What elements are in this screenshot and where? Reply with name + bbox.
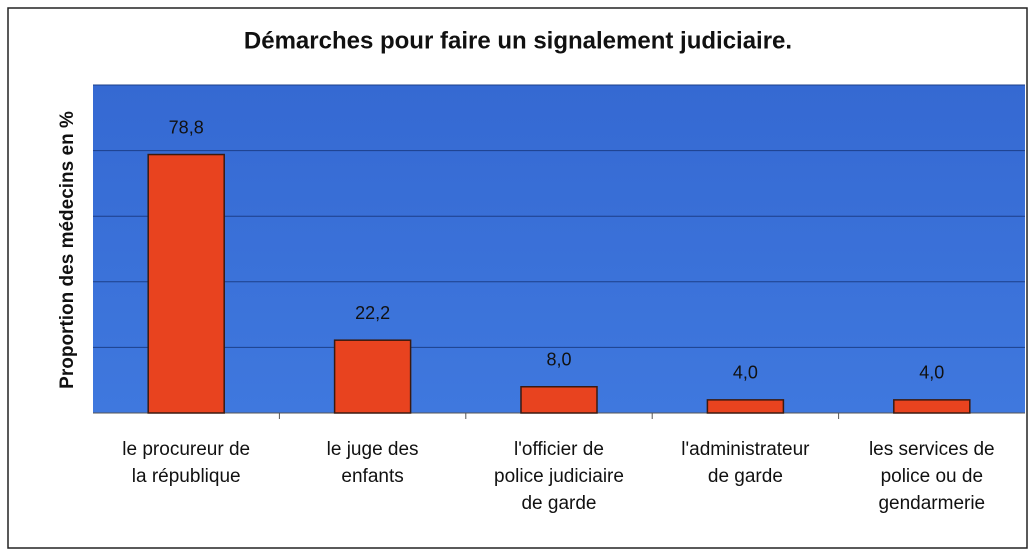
x-tick-label: l'officier de police judiciaire de garde — [494, 439, 624, 514]
value-label: 4,0 — [733, 363, 758, 383]
bar — [706, 399, 785, 414]
plot-area — [93, 85, 1025, 413]
bar — [520, 386, 598, 414]
x-tick-label: le juge des enfants — [327, 439, 419, 487]
x-tick-label: le procureur de la république — [122, 439, 250, 487]
value-label: 78,8 — [169, 117, 204, 137]
x-tick-label: les services de police ou de gendarmerie — [869, 439, 995, 514]
chart-title: Démarches pour faire un signalement judi… — [244, 27, 792, 54]
y-axis-label: Proportion des médecins en % — [57, 111, 78, 389]
bar — [147, 153, 225, 414]
value-label: 22,2 — [355, 303, 390, 323]
value-label: 8,0 — [546, 350, 571, 370]
bar — [333, 339, 412, 414]
x-tick-label: l'administrateur de garde — [681, 439, 810, 487]
bar — [893, 399, 971, 414]
value-label: 4,0 — [919, 363, 944, 383]
